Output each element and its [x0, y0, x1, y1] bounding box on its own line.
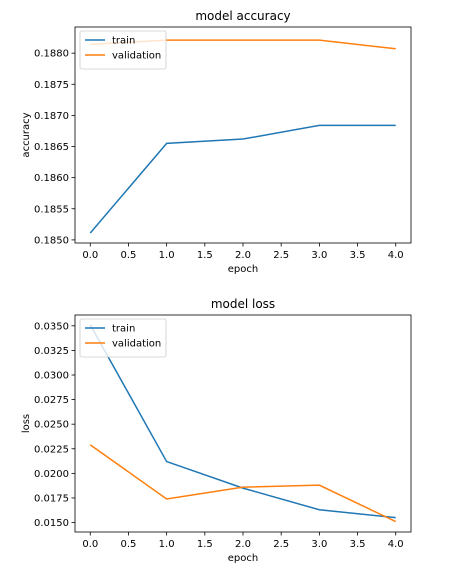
- loss-x-tick-label: 3.5: [350, 539, 366, 550]
- loss-legend-label-validation: validation: [112, 339, 161, 350]
- loss-x-tick-label: 0.0: [82, 539, 98, 550]
- accuracy-x-tick-label: 2.0: [235, 250, 251, 261]
- accuracy-y-tick-label: 0.1860: [34, 173, 69, 184]
- loss-series-train-line: [89, 324, 396, 519]
- loss-legend-label-train: train: [112, 324, 135, 335]
- loss-x-tick-label: 1.0: [159, 539, 175, 550]
- loss-x-tick-label: 1.5: [197, 539, 213, 550]
- loss-x-tick-label: 0.5: [121, 539, 137, 550]
- loss-chart: model loss 0.0 0.5 1.0 1.5 2.0 2.5 3.0 3.5 4.0 0.0…: [21, 297, 412, 564]
- accuracy-y-tick-label: 0.1880: [34, 49, 69, 60]
- loss-x-tick-label: 2.5: [273, 539, 289, 550]
- loss-x-axis-label: epoch: [228, 553, 258, 564]
- accuracy-y-tick-label: 0.1870: [34, 111, 69, 122]
- accuracy-y-tick-label: 0.1875: [34, 80, 69, 91]
- accuracy-x-tick-label: 3.0: [311, 250, 327, 261]
- loss-y-axis-label: loss: [21, 414, 32, 433]
- accuracy-chart-title: model accuracy: [195, 9, 290, 23]
- accuracy-x-axis-label: epoch: [228, 264, 258, 275]
- loss-series-validation-line: [89, 444, 397, 523]
- accuracy-x-tick-label: 4.0: [388, 250, 404, 261]
- accuracy-y-axis-label: accuracy: [21, 112, 32, 157]
- loss-y-tick-label: 0.0150: [34, 518, 69, 529]
- loss-y-tick-label: 0.0250: [34, 420, 69, 431]
- accuracy-legend-label-train: train: [112, 36, 135, 47]
- loss-y-tick-label: 0.0350: [34, 321, 69, 332]
- accuracy-chart: model accuracy 0.0 0.5 1.0 1.5 2.0 2.5 3.0 3.5 4.…: [21, 9, 412, 275]
- loss-y-tick-label: 0.0225: [34, 444, 69, 455]
- loss-y-tick-label: 0.0300: [34, 371, 69, 382]
- accuracy-x-tick-label: 1.0: [159, 250, 175, 261]
- accuracy-x-tick-label: 0.0: [82, 250, 98, 261]
- accuracy-x-tick-label: 1.5: [197, 250, 213, 261]
- accuracy-legend: train validation: [79, 30, 167, 70]
- loss-x-tick-label: 3.0: [311, 539, 327, 550]
- loss-y-tick-label: 0.0200: [34, 469, 69, 480]
- accuracy-x-tick-label: 2.5: [273, 250, 289, 261]
- accuracy-series-train-line: [89, 124, 396, 234]
- loss-plot-area: [74, 314, 412, 533]
- accuracy-x-tick-label: 0.5: [121, 250, 137, 261]
- accuracy-x-tick-label: 3.5: [350, 250, 366, 261]
- loss-y-tick-label: 0.0275: [34, 395, 69, 406]
- loss-y-tick-label: 0.0325: [34, 346, 69, 357]
- loss-y-tick-label: 0.0175: [34, 493, 69, 504]
- accuracy-legend-label-validation: validation: [112, 51, 161, 62]
- loss-chart-title: model loss: [211, 297, 275, 311]
- accuracy-y-tick-label: 0.1865: [34, 142, 69, 153]
- accuracy-y-tick-label: 0.1855: [34, 204, 69, 215]
- loss-x-tick-label: 2.0: [235, 539, 251, 550]
- accuracy-plot-area: [74, 26, 412, 244]
- loss-legend: train validation: [79, 318, 167, 358]
- loss-x-tick-label: 4.0: [388, 539, 404, 550]
- accuracy-y-tick-label: 0.1850: [34, 235, 69, 246]
